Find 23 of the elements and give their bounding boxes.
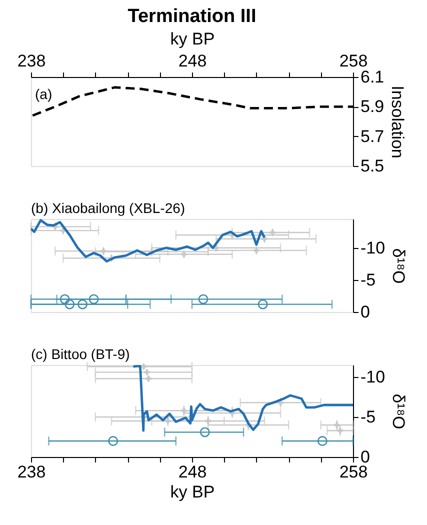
x-axis-title: ky BP: [170, 30, 215, 48]
x-tick-label: 258: [339, 52, 368, 70]
y-tick-label: 5.5: [360, 156, 384, 176]
y-tick-label: -10: [360, 238, 386, 258]
text: (b) Xiaobailong (XBL-26): [31, 200, 186, 216]
y-axis-title: δ¹⁸O: [389, 394, 408, 430]
x-tick-label: 248: [178, 52, 207, 70]
y-tick-label: 0: [360, 302, 370, 322]
y-axis-title: Insolation: [388, 86, 408, 158]
chart-title: Termination III: [128, 6, 256, 27]
x-tick-label: 238: [17, 462, 46, 482]
y-tick-label: -5: [360, 408, 376, 426]
y-tick-label: -10: [360, 368, 386, 386]
y-tick-label: 5.7: [360, 126, 384, 146]
text: (c) Bittoo (BT-9): [31, 346, 130, 362]
y-tick-label: -5: [360, 270, 376, 290]
y-tick-label: 5.9: [360, 97, 384, 116]
y-axis-title: δ¹⁸O: [389, 248, 408, 284]
x-tick-label: 248: [178, 462, 207, 482]
annotation: (a): [35, 86, 52, 102]
y-tick-label: 6.1: [360, 68, 384, 86]
x-tick-label: 238: [17, 52, 46, 70]
x-axis-title: ky BP: [170, 482, 215, 502]
